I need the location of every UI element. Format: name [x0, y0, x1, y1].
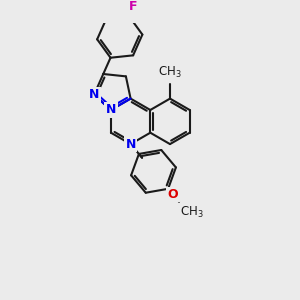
Text: CH$_3$: CH$_3$: [180, 205, 204, 220]
Text: N: N: [106, 103, 116, 116]
Text: F: F: [129, 0, 137, 13]
Text: O: O: [168, 188, 178, 201]
Text: N: N: [125, 138, 136, 151]
Text: CH$_3$: CH$_3$: [158, 65, 182, 80]
Text: N: N: [89, 88, 99, 101]
